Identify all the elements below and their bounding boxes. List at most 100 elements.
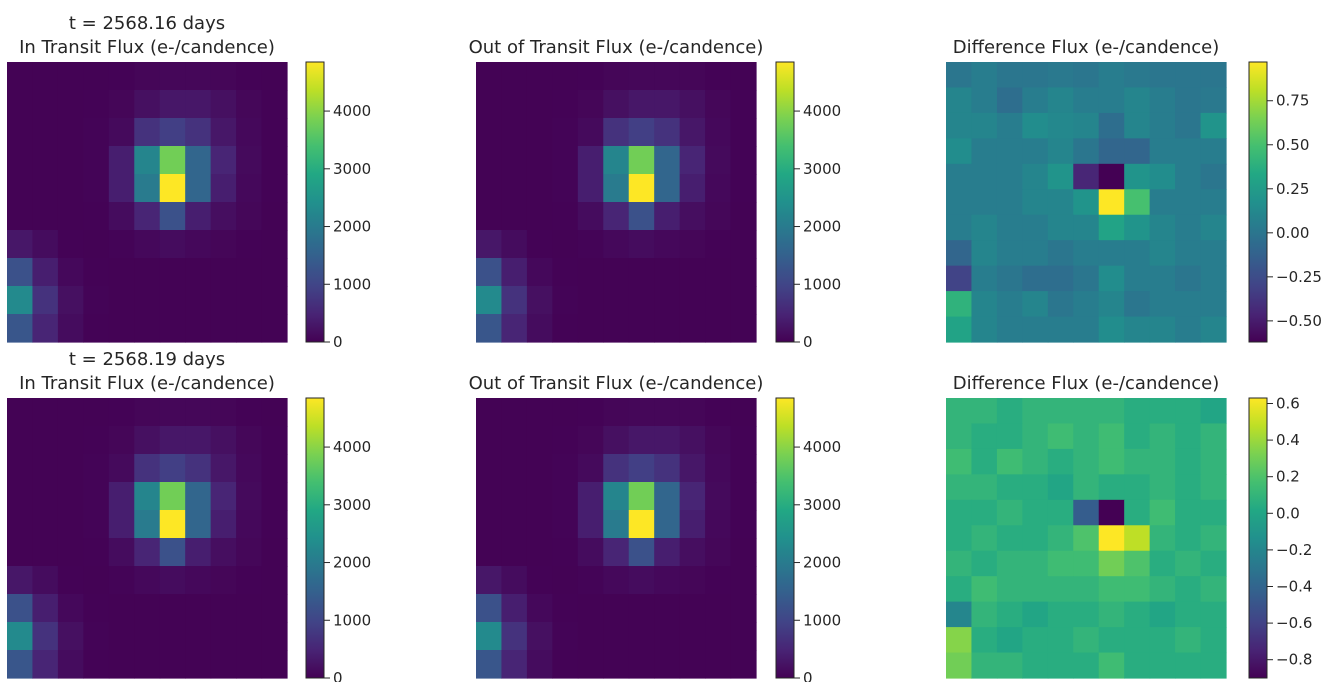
heatmap-cell [679, 202, 706, 231]
subplot-title: Difference Flux (e-/candence) [953, 37, 1220, 58]
heatmap-cell [1175, 448, 1202, 475]
heatmap-cell [679, 622, 706, 651]
heatmap-cell [1098, 265, 1125, 292]
heatmap-cell [32, 398, 59, 427]
heatmap-cell [32, 286, 59, 315]
heatmap-cell [996, 448, 1023, 475]
heatmap-cell [1022, 499, 1049, 526]
heatmap-cell [628, 314, 655, 343]
heatmap-cell [679, 426, 706, 455]
heatmap-cell [1149, 525, 1176, 552]
heatmap-cell [679, 286, 706, 315]
heatmap-cell [83, 566, 110, 595]
heatmap-cell [1124, 240, 1151, 267]
heatmap-cell [1124, 601, 1151, 628]
heatmap-cell [1022, 398, 1049, 425]
colorbar-tick-label: −0.25 [1276, 268, 1322, 286]
heatmap-cell [730, 314, 757, 343]
heatmap-cell [1022, 601, 1049, 628]
heatmap-cell [628, 286, 655, 315]
heatmap-cell [236, 230, 263, 259]
heatmap-cell [32, 230, 59, 259]
heatmap-cell [1047, 652, 1074, 679]
heatmap-cell [210, 258, 237, 287]
heatmap-cell [628, 594, 655, 623]
heatmap-cell [705, 174, 732, 203]
heatmap-cell [679, 62, 706, 91]
heatmap-cell [159, 398, 186, 427]
heatmap-cell [261, 146, 288, 175]
heatmap-cell [1200, 601, 1227, 628]
heatmap-cell [1073, 423, 1100, 450]
heatmap-cell [261, 426, 288, 455]
heatmap-cell [32, 594, 59, 623]
heatmap-cell [971, 316, 998, 343]
heatmap-cell [210, 454, 237, 483]
heatmap-cell [57, 90, 84, 119]
heatmap-cell [210, 398, 237, 427]
heatmap-cell [185, 314, 212, 343]
heatmap-cell [7, 202, 34, 231]
heatmap-cell [7, 482, 34, 511]
heatmap-cell [501, 146, 528, 175]
heatmap-cell [159, 258, 186, 287]
heatmap-cell [261, 538, 288, 567]
heatmap-cell [476, 90, 503, 119]
heatmap-cell [1073, 189, 1100, 216]
heatmap-cell [7, 594, 34, 623]
heatmap-cell [210, 482, 237, 511]
heatmap-cell [946, 601, 973, 628]
heatmap-cell [705, 118, 732, 147]
heatmap-cell [996, 601, 1023, 628]
heatmap-cell [1200, 627, 1227, 654]
heatmap-cell [108, 566, 135, 595]
heatmap-cell [185, 454, 212, 483]
heatmap-cell [83, 398, 110, 427]
heatmap-cell [577, 594, 604, 623]
heatmap-cell [1073, 87, 1100, 114]
heatmap-cell [32, 258, 59, 287]
heatmap-cell [159, 286, 186, 315]
heatmap-cell [185, 62, 212, 91]
heatmap-cell [552, 594, 579, 623]
heatmap-cell [1149, 398, 1176, 425]
heatmap-cell [628, 258, 655, 287]
heatmap-cell [159, 118, 186, 147]
heatmap-cell [185, 398, 212, 427]
heatmap-cell [577, 622, 604, 651]
heatmap-cell [501, 510, 528, 539]
heatmap-cell [996, 240, 1023, 267]
heatmap-cell [1200, 525, 1227, 552]
heatmap-cell [1098, 474, 1125, 501]
heatmap-cell [476, 62, 503, 91]
heatmap-cell [705, 650, 732, 679]
heatmap-cell [996, 398, 1023, 425]
heatmap-cell [1124, 652, 1151, 679]
heatmap-cell [134, 594, 161, 623]
heatmap-cell [185, 286, 212, 315]
heatmap-cell [577, 398, 604, 427]
heatmap-cell [971, 240, 998, 267]
heatmap-cell [577, 90, 604, 119]
heatmap-cell [1200, 448, 1227, 475]
heatmap-cell [134, 314, 161, 343]
heatmap-cell [1098, 601, 1125, 628]
heatmap-cell [946, 448, 973, 475]
heatmap-cell [1149, 316, 1176, 343]
colorbar-tick-label: 1000 [803, 275, 841, 293]
heatmap-cell [1200, 163, 1227, 190]
heatmap-cell [1047, 189, 1074, 216]
heatmap-cell [1047, 627, 1074, 654]
heatmap-cell [552, 90, 579, 119]
heatmap-cell [108, 594, 135, 623]
heatmap-cell [236, 202, 263, 231]
heatmap-cell [134, 398, 161, 427]
heatmap-cell [730, 174, 757, 203]
heatmap-cell [705, 230, 732, 259]
colorbar-gradient [1248, 397, 1268, 679]
heatmap-cell [83, 62, 110, 91]
colorbar: −0.8 −0.6 −0.4 −0.2 0.0 0.2 0.4 0.6 [1248, 394, 1312, 679]
heatmap-cell [1098, 138, 1125, 165]
heatmap-cell [1073, 448, 1100, 475]
